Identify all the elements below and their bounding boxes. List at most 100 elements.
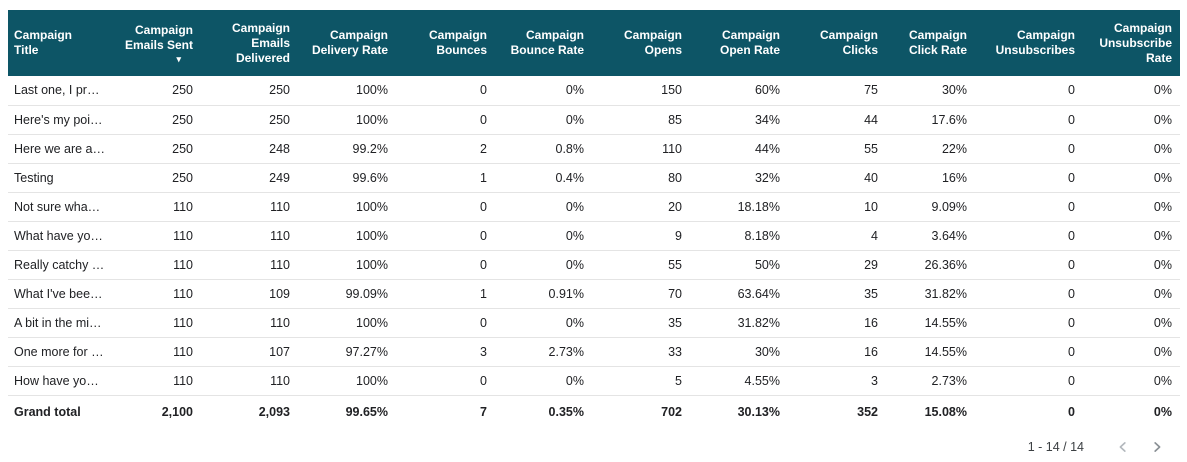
column-header-campaign-title[interactable]: Campaign Title [8, 10, 104, 76]
cell-campaign-bounces: 0 [396, 250, 495, 280]
cell-campaign-unsubscribes: 0 [975, 76, 1083, 106]
column-header-label: Campaign Bounces [428, 28, 487, 57]
table-row: Here we are a… 250 248 99.2% 2 0.8% 110 44% 55 22… [8, 134, 1180, 164]
cell-campaign-unsubscribes: 0 [975, 105, 1083, 135]
pagination-prev-button[interactable] [1106, 435, 1140, 459]
cell-campaign-click-rate: 15.08% [886, 394, 975, 429]
cell-campaign-emails-sent: 250 [104, 76, 201, 106]
column-header-campaign-bounce-rate[interactable]: Campaign Bounce Rate [495, 10, 592, 76]
cell-campaign-emails-delivered: 2,093 [201, 394, 298, 429]
cell-campaign-delivery-rate: 99.09% [298, 279, 396, 309]
pagination-next-button[interactable] [1140, 435, 1174, 459]
cell-campaign-clicks: 35 [788, 279, 886, 309]
cell-campaign-open-rate: 8.18% [690, 221, 788, 251]
cell-campaign-bounces: 3 [396, 337, 495, 367]
cell-campaign-emails-sent: 110 [104, 366, 201, 396]
cell-campaign-opens: 5 [592, 366, 690, 396]
column-header-label: Campaign Clicks [819, 28, 878, 57]
cell-campaign-unsubscribe-rate: 0% [1083, 394, 1180, 429]
cell-campaign-open-rate: 34% [690, 105, 788, 135]
cell-campaign-opens: 9 [592, 221, 690, 251]
column-header-campaign-delivery-rate[interactable]: Campaign Delivery Rate [298, 10, 396, 76]
cell-campaign-emails-sent: 110 [104, 279, 201, 309]
cell-campaign-title: How have yo… [8, 366, 104, 396]
cell-campaign-emails-delivered: 110 [201, 221, 298, 251]
cell-campaign-click-rate: 17.6% [886, 105, 975, 135]
table-row: What have yo… 110 110 100% 0 0% 9 8.18% 4 3.64% 0 0… [8, 221, 1180, 251]
cell-campaign-bounce-rate: 0.91% [495, 279, 592, 309]
cell-campaign-bounces: 0 [396, 366, 495, 396]
cell-campaign-clicks: 75 [788, 76, 886, 106]
cell-campaign-unsubscribes: 0 [975, 366, 1083, 396]
column-header-campaign-open-rate[interactable]: Campaign Open Rate [690, 10, 788, 76]
cell-campaign-clicks: 55 [788, 134, 886, 164]
cell-campaign-bounces: 2 [396, 134, 495, 164]
cell-campaign-unsubscribe-rate: 0% [1083, 366, 1180, 396]
cell-campaign-emails-delivered: 249 [201, 163, 298, 193]
cell-campaign-bounces: 0 [396, 308, 495, 338]
table-row: Last one, I pr… 250 250 100% 0 0% 150 60% 75 30% 0… [8, 76, 1180, 106]
cell-campaign-emails-sent: 110 [104, 221, 201, 251]
cell-campaign-unsubscribes: 0 [975, 163, 1083, 193]
table-row: How have yo… 110 110 100% 0 0% 5 4.55% 3 2.73% 0 0% [8, 366, 1180, 396]
column-header-campaign-unsubscribe-rate[interactable]: Campaign Unsubscribe Rate [1083, 10, 1180, 76]
cell-campaign-emails-delivered: 250 [201, 76, 298, 106]
cell-campaign-click-rate: 9.09% [886, 192, 975, 222]
column-header-campaign-emails-delivered[interactable]: Campaign Emails Delivered [201, 10, 298, 76]
column-header-label: Campaign Title [14, 28, 73, 57]
cell-campaign-unsubscribe-rate: 0% [1083, 134, 1180, 164]
cell-campaign-opens: 33 [592, 337, 690, 367]
sort-descending-icon: ▾ [176, 53, 181, 64]
column-header-campaign-click-rate[interactable]: Campaign Click Rate [886, 10, 975, 76]
cell-campaign-unsubscribes: 0 [975, 337, 1083, 367]
cell-campaign-open-rate: 18.18% [690, 192, 788, 222]
cell-campaign-opens: 702 [592, 394, 690, 429]
cell-campaign-bounces: 1 [396, 163, 495, 193]
cell-campaign-click-rate: 14.55% [886, 337, 975, 367]
cell-campaign-title: What I've bee… [8, 279, 104, 309]
cell-campaign-unsubscribes: 0 [975, 134, 1083, 164]
column-header-campaign-bounces[interactable]: Campaign Bounces [396, 10, 495, 76]
cell-campaign-emails-sent: 250 [104, 105, 201, 135]
cell-campaign-bounce-rate: 0% [495, 221, 592, 251]
cell-campaign-delivery-rate: 97.27% [298, 337, 396, 367]
cell-campaign-unsubscribe-rate: 0% [1083, 308, 1180, 338]
column-header-label: Campaign Bounce Rate [510, 28, 584, 57]
chevron-left-icon [1119, 442, 1126, 452]
cell-campaign-clicks: 3 [788, 366, 886, 396]
column-header-campaign-opens[interactable]: Campaign Opens [592, 10, 690, 76]
cell-campaign-emails-delivered: 110 [201, 308, 298, 338]
cell-campaign-emails-sent: 110 [104, 192, 201, 222]
cell-campaign-delivery-rate: 100% [298, 366, 396, 396]
column-header-label: Campaign Emails Delivered [231, 20, 290, 65]
column-header-label: Campaign Click Rate [908, 28, 967, 57]
cell-campaign-unsubscribe-rate: 0% [1083, 163, 1180, 193]
cell-campaign-unsubscribes: 0 [975, 394, 1083, 429]
cell-campaign-bounces: 7 [396, 394, 495, 429]
cell-campaign-bounce-rate: 2.73% [495, 337, 592, 367]
table-row: Here's my poi… 250 250 100% 0 0% 85 34% 44 17.6% 0… [8, 105, 1180, 135]
cell-campaign-bounce-rate: 0% [495, 308, 592, 338]
cell-campaign-title: Grand total [8, 394, 104, 429]
cell-campaign-unsubscribe-rate: 0% [1083, 76, 1180, 106]
campaign-report-table: Campaign Title Campaign Emails Sent ▾ Campa… [8, 10, 1180, 462]
cell-campaign-open-rate: 31.82% [690, 308, 788, 338]
column-header-label: Campaign Opens [623, 28, 682, 57]
cell-campaign-clicks: 16 [788, 337, 886, 367]
column-header-campaign-clicks[interactable]: Campaign Clicks [788, 10, 886, 76]
column-header-campaign-emails-sent[interactable]: Campaign Emails Sent ▾ [104, 10, 201, 76]
cell-campaign-opens: 55 [592, 250, 690, 280]
column-header-label: Campaign Emails Sent [124, 22, 193, 52]
column-header-label: Campaign Unsubscribes [995, 28, 1075, 57]
cell-campaign-clicks: 40 [788, 163, 886, 193]
pagination-range: 1 - 14 / 14 [1027, 440, 1084, 454]
cell-campaign-delivery-rate: 100% [298, 192, 396, 222]
cell-campaign-unsubscribe-rate: 0% [1083, 221, 1180, 251]
cell-campaign-open-rate: 30% [690, 337, 788, 367]
cell-campaign-bounces: 1 [396, 279, 495, 309]
cell-campaign-bounces: 0 [396, 192, 495, 222]
cell-campaign-title: What have yo… [8, 221, 104, 251]
cell-campaign-emails-sent: 110 [104, 250, 201, 280]
table-header-row: Campaign Title Campaign Emails Sent ▾ Campa… [8, 10, 1180, 76]
column-header-campaign-unsubscribes[interactable]: Campaign Unsubscribes [975, 10, 1083, 76]
